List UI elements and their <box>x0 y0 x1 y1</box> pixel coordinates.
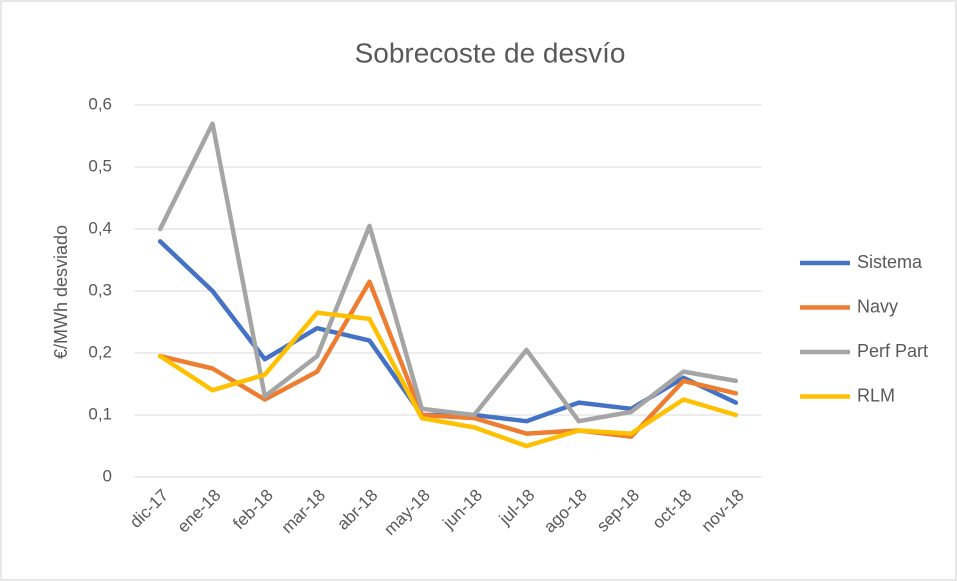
line-series <box>157 121 739 424</box>
y-tick-label: 0,6 <box>88 94 112 113</box>
line-series <box>157 310 739 449</box>
y-tick-label: 0,5 <box>88 156 112 175</box>
chart-title: Sobrecoste de desvío <box>355 37 626 68</box>
y-tick-label: 0,4 <box>88 218 112 237</box>
y-tick-label: 0 <box>103 466 112 485</box>
legend-label: Perf Part <box>857 341 928 361</box>
y-tick-label: 0,1 <box>88 404 112 423</box>
legend-label: Sistema <box>857 252 923 272</box>
y-tick-label: 0,3 <box>88 280 112 299</box>
legend-label: RLM <box>857 385 895 405</box>
legend-label: Navy <box>857 296 898 316</box>
y-axis-label: €/MWh desviado <box>51 225 71 359</box>
y-tick-label: 0,2 <box>88 342 112 361</box>
